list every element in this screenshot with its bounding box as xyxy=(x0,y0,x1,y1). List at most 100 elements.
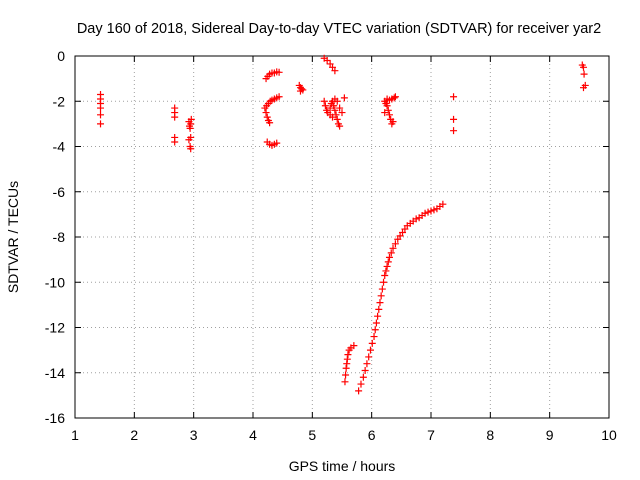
data-point-marker xyxy=(390,94,398,102)
data-point-marker xyxy=(412,215,420,223)
grid-lines xyxy=(75,56,609,418)
data-point-marker xyxy=(332,111,340,119)
data-point-marker xyxy=(450,93,458,101)
data-point-marker xyxy=(323,57,331,65)
data-point-marker xyxy=(338,109,346,117)
data-point-marker xyxy=(336,104,344,112)
x-tick-label: 6 xyxy=(368,427,376,443)
data-point-marker xyxy=(97,111,105,119)
data-point-marker xyxy=(579,63,587,71)
data-point-marker xyxy=(383,102,391,110)
data-point-marker xyxy=(378,285,386,293)
data-point-marker xyxy=(385,111,393,119)
x-tick-label: 8 xyxy=(486,427,494,443)
data-point-marker xyxy=(326,104,334,112)
data-point-marker xyxy=(97,104,105,112)
data-point-marker xyxy=(383,95,391,103)
data-point-marker xyxy=(342,371,350,379)
data-point-marker xyxy=(371,326,379,334)
data-point-marker xyxy=(296,87,304,95)
data-point-marker xyxy=(171,138,179,146)
y-tick-label: 0 xyxy=(57,48,65,64)
x-axis-label: GPS time / hours xyxy=(289,458,396,474)
data-point-marker xyxy=(368,339,376,347)
data-point-marker xyxy=(376,299,384,307)
y-axis-label: SDTVAR / TECUs xyxy=(5,181,21,293)
data-point-marker xyxy=(357,380,365,388)
data-point-marker xyxy=(321,102,329,110)
data-point-marker xyxy=(97,120,105,128)
y-tick-label: -8 xyxy=(53,229,66,245)
data-point-marker xyxy=(355,387,363,395)
data-point-marker xyxy=(333,115,341,123)
data-point-marker xyxy=(439,200,447,208)
x-tick-label: 1 xyxy=(71,427,79,443)
data-point-marker xyxy=(341,378,349,386)
data-point-marker xyxy=(366,346,374,354)
y-tick-label: -16 xyxy=(45,410,65,426)
chart-title: Day 160 of 2018, Sidereal Day-to-day VTE… xyxy=(77,21,601,37)
x-tick-label: 5 xyxy=(308,427,316,443)
data-point-marker xyxy=(331,106,339,114)
data-point-marker xyxy=(374,312,382,320)
data-point-marker xyxy=(363,360,371,368)
data-point-marker xyxy=(380,278,388,286)
data-point-marker xyxy=(430,206,438,214)
data-point-marker xyxy=(350,342,358,350)
data-point-marker xyxy=(263,113,271,121)
y-tick-label: -10 xyxy=(45,274,65,290)
data-point-marker xyxy=(580,70,588,78)
data-point-marker xyxy=(171,113,179,121)
data-point-marker xyxy=(424,208,432,216)
data-point-marker xyxy=(333,97,341,105)
data-point-marker xyxy=(384,258,392,266)
y-tick-label: -12 xyxy=(45,320,65,336)
x-tick-label: 9 xyxy=(546,427,554,443)
data-point-marker xyxy=(383,262,391,270)
data-point-marker xyxy=(361,366,369,374)
data-point-marker xyxy=(275,93,283,101)
data-point-marker xyxy=(273,139,281,147)
data-point-marker xyxy=(450,127,458,135)
data-point-marker xyxy=(375,305,383,313)
data-point-marker xyxy=(336,122,344,130)
data-point-marker xyxy=(187,145,195,153)
data-point-marker xyxy=(381,109,389,117)
x-tick-label: 3 xyxy=(190,427,198,443)
data-points xyxy=(97,54,589,395)
data-point-marker xyxy=(340,94,348,102)
data-point-marker xyxy=(427,207,435,215)
x-tick-label: 7 xyxy=(427,427,435,443)
y-tick-label: -6 xyxy=(53,184,66,200)
data-point-marker xyxy=(389,244,397,252)
data-point-marker xyxy=(450,115,458,123)
y-tick-label: -14 xyxy=(45,365,65,381)
data-point-marker xyxy=(329,113,337,121)
data-point-marker xyxy=(382,267,390,275)
data-point-marker xyxy=(344,351,352,359)
data-point-marker xyxy=(387,249,395,257)
data-point-marker xyxy=(391,240,399,248)
data-point-marker xyxy=(384,106,392,114)
x-tick-label: 2 xyxy=(130,427,138,443)
y-tick-label: -4 xyxy=(53,139,66,155)
data-point-marker xyxy=(377,292,385,300)
data-point-marker xyxy=(385,253,393,261)
data-point-marker xyxy=(391,93,399,101)
data-point-marker xyxy=(330,102,338,110)
data-point-marker xyxy=(186,124,194,132)
data-point-marker xyxy=(331,67,339,75)
data-point-marker xyxy=(275,68,283,76)
data-point-marker xyxy=(266,119,274,127)
data-point-marker xyxy=(185,136,193,144)
data-point-marker xyxy=(320,97,328,105)
data-point-marker xyxy=(579,84,587,92)
x-tick-label: 4 xyxy=(249,427,257,443)
x-tick-label: 10 xyxy=(601,427,617,443)
data-point-marker xyxy=(359,373,367,381)
axis-ticks: 1 2 3 4 5 6 7 8 9 10 0 -2 -4 -6 -8 -10 -12 -14 -16 xyxy=(45,48,617,443)
data-point-marker xyxy=(389,118,397,126)
data-point-marker xyxy=(421,209,429,217)
data-point-marker xyxy=(372,319,380,327)
